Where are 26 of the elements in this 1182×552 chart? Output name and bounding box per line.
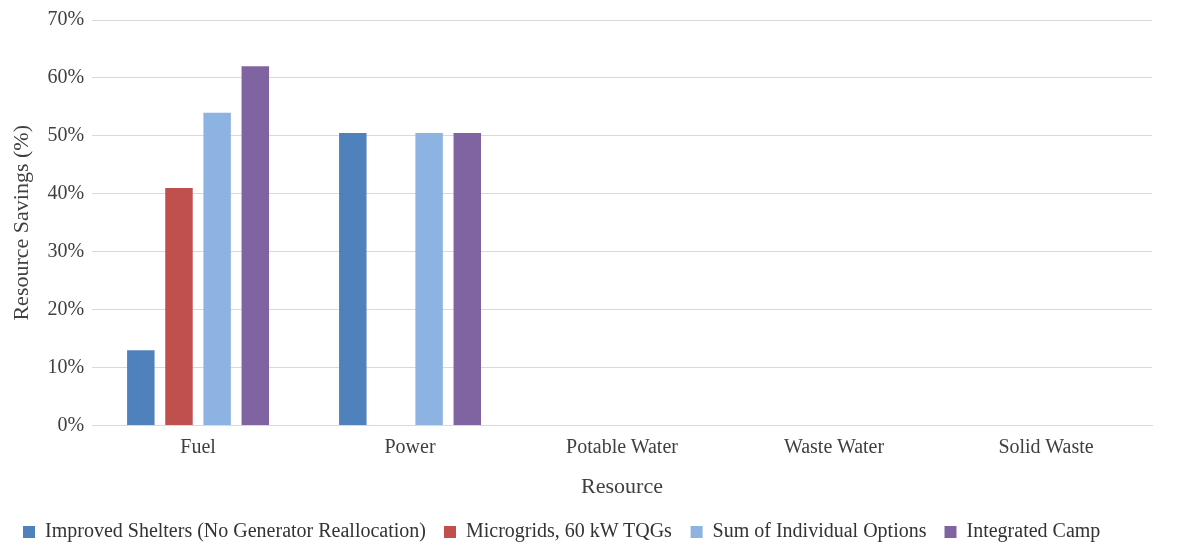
bar (203, 112, 231, 426)
y-tick-label: 30% (47, 239, 85, 262)
bar (453, 132, 482, 426)
x-tick-label: Potable Water (566, 434, 679, 457)
bar (415, 132, 443, 426)
bar (241, 66, 270, 426)
legend-label: Improved Shelters (No Generator Reallocation) (45, 519, 426, 543)
y-tick-label: 0% (57, 412, 85, 435)
y-tick-label: 50% (47, 123, 85, 146)
bar (165, 188, 193, 426)
legend-label: Integrated Camp (966, 519, 1101, 543)
legend-label: Sum of Individual Options (712, 519, 927, 543)
x-tick-label: Waste Water (783, 434, 885, 457)
x-tick-label: Solid Waste (998, 434, 1094, 457)
x-tick-label: Power (384, 434, 436, 457)
x-axis-title: Resource (581, 472, 663, 498)
y-tick-label: 10% (47, 354, 85, 377)
x-tick-label: Fuel (180, 434, 217, 457)
y-tick-label: 40% (47, 181, 85, 204)
legend-label: Microgrids, 60 kW TQGs (465, 519, 673, 543)
y-axis-title: Resource Savings (%) (7, 125, 33, 321)
y-tick-label: 70% (47, 7, 85, 30)
bar (339, 132, 367, 426)
y-tick-label: 20% (47, 296, 85, 319)
y-tick-label: 60% (47, 65, 85, 88)
bar (127, 350, 155, 426)
